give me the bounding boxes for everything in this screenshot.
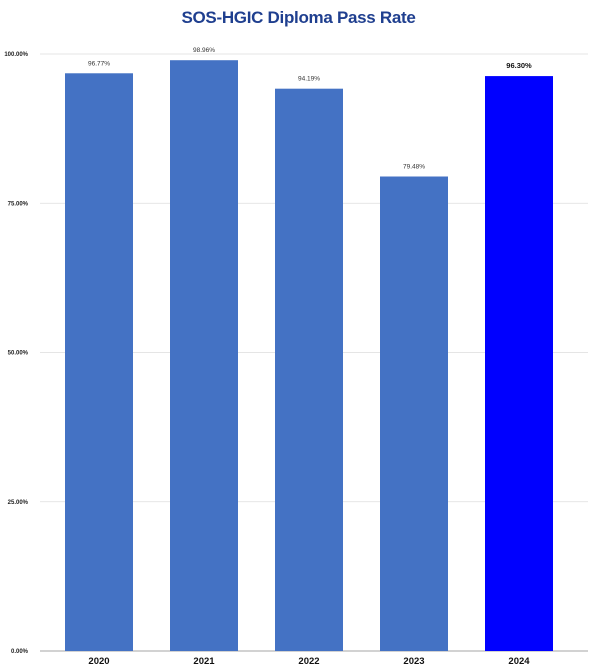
bar xyxy=(65,73,133,652)
data-label: 96.77% xyxy=(88,60,110,67)
bar xyxy=(275,88,343,652)
y-tick-label: 75.00% xyxy=(8,201,29,207)
y-tick-label: 100.00% xyxy=(4,52,28,58)
bar xyxy=(485,76,553,652)
data-label: 94.19% xyxy=(298,76,320,83)
chart-title: SOS-HGIC Diploma Pass Rate xyxy=(181,8,416,27)
y-tick-label: 25.00% xyxy=(8,500,29,506)
x-tick-label: 2024 xyxy=(508,656,530,667)
x-tick-label: 2022 xyxy=(298,656,319,667)
data-label: 79.48% xyxy=(403,164,425,171)
x-tick-label: 2021 xyxy=(193,656,215,667)
bar xyxy=(170,60,238,651)
data-label: 98.96% xyxy=(193,47,215,54)
x-tick-label: 2020 xyxy=(88,656,109,667)
bar xyxy=(380,176,448,651)
y-tick-label: 0.00% xyxy=(11,649,29,655)
y-tick-label: 50.00% xyxy=(8,351,29,357)
x-tick-label: 2023 xyxy=(403,656,424,667)
data-label: 96.30% xyxy=(506,61,532,70)
